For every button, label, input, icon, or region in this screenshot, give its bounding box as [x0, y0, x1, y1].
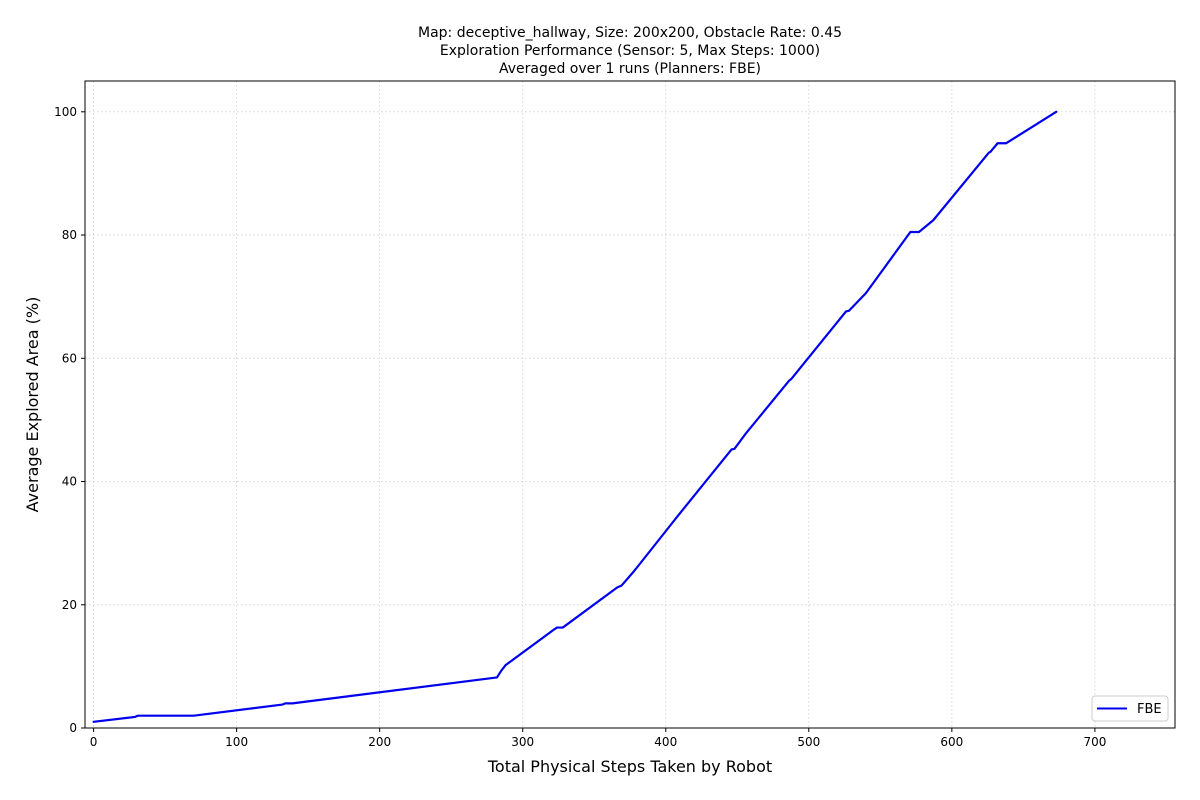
- y-tick-label: 40: [62, 475, 77, 489]
- y-tick-label: 0: [69, 721, 77, 735]
- y-tick-label: 100: [54, 105, 77, 119]
- y-tick-label: 80: [62, 228, 77, 242]
- x-tick-label: 600: [940, 735, 963, 749]
- x-tick-label: 300: [511, 735, 534, 749]
- series-layer: [92, 110, 1058, 723]
- y-axis-ticks: 0 20 40 60 80 100: [54, 105, 85, 735]
- title-line-3: Averaged over 1 runs (Planners: FBE): [499, 61, 761, 77]
- x-tick-label: 500: [797, 735, 820, 749]
- plot-frame: [84, 80, 1176, 729]
- legend: FBE: [1091, 695, 1169, 722]
- legend-box: [1091, 695, 1169, 722]
- y-tick-label: 20: [62, 598, 77, 612]
- legend-label-fbe: FBE: [1137, 702, 1162, 717]
- y-axis-label: Average Explored Area (%): [23, 297, 42, 513]
- x-tick-label: 0: [90, 735, 98, 749]
- x-tick-label: 200: [368, 735, 391, 749]
- x-axis-label: Total Physical Steps Taken by Robot: [487, 757, 772, 776]
- title-line-1: Map: deceptive_hallway, Size: 200x200, O…: [418, 25, 842, 41]
- series-line-fbe: [92, 110, 1058, 723]
- title-line-2: Exploration Performance (Sensor: 5, Max …: [440, 43, 820, 59]
- x-axis-ticks: 0 100 200 300 400 500 600 700: [90, 728, 1106, 749]
- chart-title: Map: deceptive_hallway, Size: 200x200, O…: [418, 25, 842, 77]
- grid: [85, 81, 1175, 729]
- x-tick-label: 700: [1083, 735, 1106, 749]
- x-tick-label: 100: [225, 735, 248, 749]
- x-tick-label: 400: [654, 735, 677, 749]
- y-tick-label: 60: [62, 351, 77, 365]
